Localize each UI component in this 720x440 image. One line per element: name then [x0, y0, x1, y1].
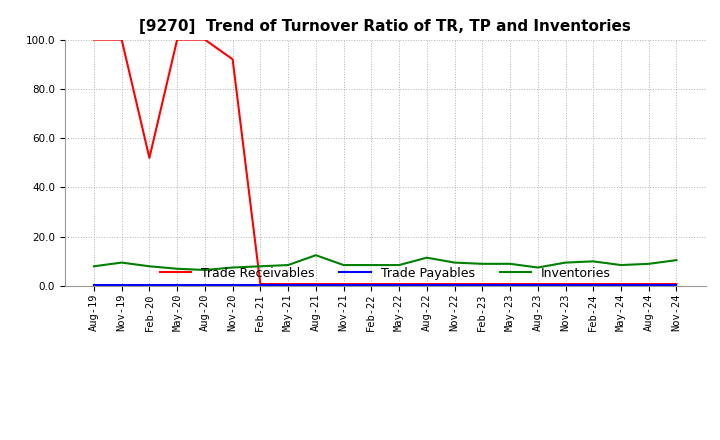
Trade Receivables	[534, 282, 542, 287]
Trade Receivables	[644, 282, 653, 287]
Inventories	[450, 260, 459, 265]
Trade Receivables	[201, 37, 210, 42]
Trade Receivables	[367, 282, 376, 287]
Trade Receivables	[339, 282, 348, 287]
Trade Payables	[256, 282, 265, 288]
Inventories	[423, 255, 431, 260]
Inventories	[201, 268, 210, 273]
Trade Payables	[534, 282, 542, 288]
Inventories	[534, 265, 542, 270]
Trade Receivables	[505, 282, 514, 287]
Inventories	[505, 261, 514, 267]
Inventories	[256, 264, 265, 269]
Inventories	[117, 260, 126, 265]
Trade Receivables	[284, 282, 292, 287]
Trade Receivables	[89, 37, 98, 42]
Trade Payables	[339, 282, 348, 288]
Line: Trade Receivables: Trade Receivables	[94, 40, 677, 284]
Trade Receivables	[561, 282, 570, 287]
Trade Payables	[423, 282, 431, 288]
Inventories	[284, 262, 292, 268]
Inventories	[173, 266, 181, 271]
Trade Receivables	[423, 282, 431, 287]
Trade Payables	[644, 282, 653, 288]
Trade Receivables	[589, 282, 598, 287]
Inventories	[616, 262, 625, 268]
Trade Receivables	[616, 282, 625, 287]
Trade Payables	[367, 282, 376, 288]
Trade Receivables	[228, 57, 237, 62]
Inventories	[339, 262, 348, 268]
Line: Inventories: Inventories	[94, 255, 677, 270]
Inventories	[589, 259, 598, 264]
Trade Receivables	[312, 282, 320, 287]
Inventories	[145, 264, 154, 269]
Inventories	[228, 265, 237, 270]
Trade Payables	[589, 282, 598, 288]
Inventories	[312, 253, 320, 258]
Trade Payables	[478, 282, 487, 288]
Legend: Trade Receivables, Trade Payables, Inventories: Trade Receivables, Trade Payables, Inven…	[155, 262, 616, 285]
Inventories	[395, 262, 403, 268]
Inventories	[367, 262, 376, 268]
Trade Receivables	[173, 37, 181, 42]
Trade Payables	[672, 282, 681, 288]
Trade Payables	[616, 282, 625, 288]
Trade Receivables	[395, 282, 403, 287]
Trade Payables	[561, 282, 570, 288]
Trade Receivables	[145, 155, 154, 161]
Inventories	[561, 260, 570, 265]
Inventories	[672, 257, 681, 263]
Inventories	[478, 261, 487, 267]
Trade Receivables	[478, 282, 487, 287]
Trade Payables	[505, 282, 514, 288]
Trade Payables	[117, 282, 126, 288]
Trade Payables	[201, 282, 210, 288]
Inventories	[644, 261, 653, 267]
Title: [9270]  Trend of Turnover Ratio of TR, TP and Inventories: [9270] Trend of Turnover Ratio of TR, TP…	[139, 19, 631, 34]
Trade Payables	[173, 282, 181, 288]
Trade Payables	[450, 282, 459, 288]
Trade Payables	[228, 282, 237, 288]
Trade Payables	[312, 282, 320, 288]
Trade Payables	[89, 282, 98, 288]
Trade Receivables	[450, 282, 459, 287]
Trade Payables	[395, 282, 403, 288]
Trade Receivables	[256, 282, 265, 287]
Trade Receivables	[117, 37, 126, 42]
Trade Payables	[284, 282, 292, 288]
Trade Receivables	[672, 282, 681, 287]
Trade Payables	[145, 282, 154, 288]
Inventories	[89, 264, 98, 269]
